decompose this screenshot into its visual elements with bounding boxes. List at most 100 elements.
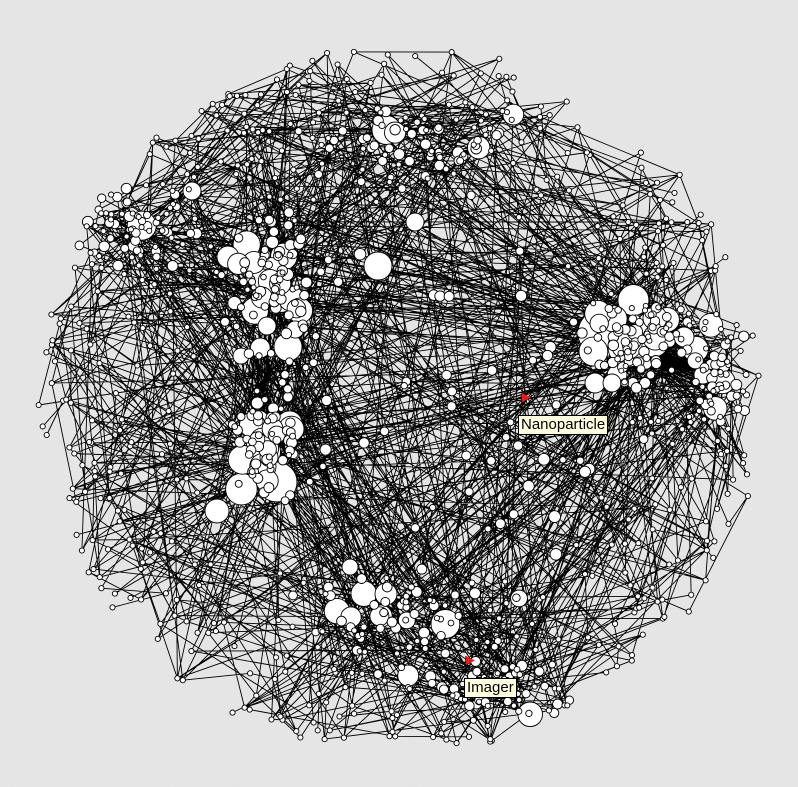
graph-node[interactable] (323, 699, 330, 706)
graph-node[interactable] (309, 358, 318, 368)
graph-node[interactable] (279, 269, 286, 276)
graph-node[interactable] (755, 372, 762, 379)
graph-node[interactable] (67, 347, 75, 354)
graph-node[interactable] (684, 219, 691, 226)
graph-node[interactable] (383, 575, 390, 582)
graph-node[interactable] (657, 196, 664, 203)
graph-node[interactable] (652, 501, 659, 508)
graph-node[interactable] (233, 92, 241, 99)
graph-node[interactable] (143, 210, 152, 220)
graph-node[interactable] (260, 302, 270, 311)
graph-node[interactable] (129, 542, 136, 549)
graph-node[interactable] (265, 453, 273, 461)
graph-node[interactable] (702, 577, 709, 584)
graph-node[interactable] (173, 596, 180, 603)
graph-node[interactable] (379, 608, 389, 618)
graph-node[interactable] (43, 349, 50, 356)
graph-node[interactable] (104, 546, 112, 553)
graph-node[interactable] (576, 456, 585, 465)
graph-node[interactable] (528, 356, 538, 365)
graph-node[interactable] (336, 615, 347, 627)
graph-node[interactable] (549, 548, 563, 561)
graph-node[interactable] (456, 156, 465, 165)
graph-node[interactable] (165, 407, 172, 415)
graph-node[interactable] (440, 668, 447, 675)
graph-node[interactable] (263, 482, 275, 494)
graph-node[interactable] (246, 706, 253, 713)
graph-node[interactable] (88, 261, 96, 268)
graph-node[interactable] (389, 728, 396, 735)
graph-node[interactable] (271, 174, 279, 181)
graph-node[interactable] (649, 475, 656, 482)
graph-node[interactable] (319, 462, 327, 471)
graph-node[interactable] (501, 578, 509, 585)
graph-node[interactable] (723, 448, 731, 455)
graph-node[interactable] (293, 284, 300, 291)
graph-node[interactable] (350, 48, 357, 55)
graph-node[interactable] (152, 243, 159, 250)
graph-node[interactable] (516, 696, 523, 703)
graph-node[interactable] (397, 117, 404, 124)
graph-node[interactable] (248, 437, 257, 447)
graph-node[interactable] (250, 284, 257, 291)
graph-node[interactable] (477, 70, 484, 77)
graph-node[interactable] (414, 637, 421, 645)
graph-node[interactable] (82, 488, 89, 495)
graph-node[interactable] (676, 171, 683, 178)
graph-node[interactable] (740, 460, 747, 467)
graph-node[interactable] (280, 496, 290, 506)
graph-node[interactable] (217, 271, 226, 280)
graph-node[interactable] (515, 246, 525, 256)
graph-node[interactable] (728, 334, 735, 341)
graph-node[interactable] (106, 468, 113, 475)
graph-node[interactable] (207, 561, 214, 568)
graph-node[interactable] (83, 325, 90, 332)
graph-node[interactable] (155, 214, 162, 221)
graph-node[interactable] (629, 419, 636, 426)
graph-node[interactable] (738, 330, 750, 342)
graph-node[interactable] (711, 538, 718, 545)
graph-node[interactable] (603, 503, 610, 510)
graph-node[interactable] (147, 549, 154, 556)
graph-node[interactable] (424, 175, 431, 182)
graph-node[interactable] (48, 380, 55, 387)
graph-node[interactable] (275, 616, 282, 624)
graph-node[interactable] (494, 637, 502, 645)
graph-node[interactable] (655, 267, 662, 274)
graph-node[interactable] (194, 286, 201, 293)
graph-node[interactable] (253, 692, 260, 699)
graph-node[interactable] (733, 322, 740, 329)
graph-node[interactable] (289, 432, 297, 440)
graph-node[interactable] (283, 652, 290, 659)
graph-node[interactable] (334, 61, 341, 68)
graph-node[interactable] (594, 223, 601, 230)
graph-node[interactable] (516, 671, 524, 678)
graph-node[interactable] (604, 304, 614, 313)
graph-node[interactable] (68, 303, 75, 310)
graph-node[interactable] (283, 310, 294, 321)
graph-node[interactable] (168, 234, 175, 241)
graph-node[interactable] (564, 149, 571, 157)
graph-node[interactable] (273, 654, 280, 661)
graph-node[interactable] (638, 434, 649, 444)
graph-node[interactable] (466, 190, 476, 200)
graph-node[interactable] (288, 590, 298, 601)
graph-node[interactable] (135, 213, 142, 220)
graph-node[interactable] (254, 216, 263, 225)
graph-node[interactable] (108, 191, 115, 198)
graph-node[interactable] (242, 91, 249, 99)
graph-node[interactable] (548, 660, 557, 669)
graph-node[interactable] (717, 413, 724, 420)
graph-node[interactable] (616, 235, 624, 243)
graph-node[interactable] (293, 185, 300, 192)
graph-node[interactable] (701, 325, 708, 333)
graph-node[interactable] (92, 473, 99, 480)
graph-node[interactable] (688, 475, 695, 482)
graph-node[interactable] (500, 664, 510, 674)
graph-node[interactable] (266, 193, 273, 200)
graph-node[interactable] (170, 370, 177, 377)
graph-node[interactable] (97, 193, 107, 203)
graph-node[interactable] (569, 317, 579, 327)
graph-node[interactable] (90, 566, 97, 573)
